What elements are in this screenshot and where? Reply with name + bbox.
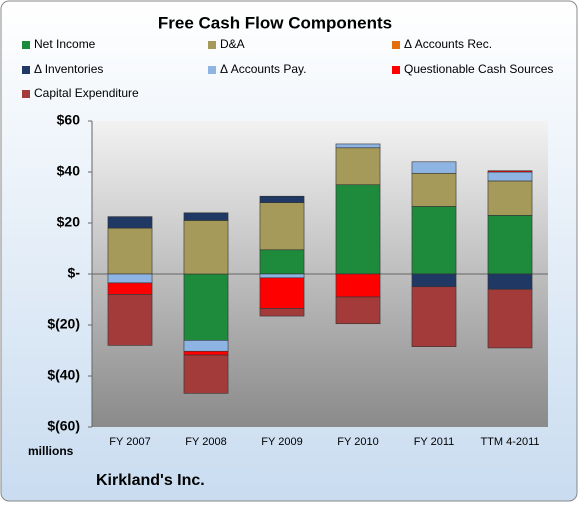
legend-swatch: [208, 41, 216, 49]
y-tick-label: $-: [68, 265, 81, 281]
bar-segment: [183, 220, 229, 275]
bar-segment: [259, 273, 305, 279]
bar-segment: [183, 350, 229, 356]
bar-segment: [107, 216, 153, 229]
bar-segment: [107, 273, 153, 284]
bar-segment: [259, 277, 305, 309]
bar-segment: [487, 180, 533, 216]
x-tick-label: FY 2007: [109, 436, 150, 448]
legend-swatch: [22, 90, 30, 98]
bar-segment: [335, 296, 381, 325]
x-tick-label: FY 2010: [337, 436, 378, 448]
chart-title: Free Cash Flow Components: [158, 13, 392, 32]
bar-segment: [107, 282, 153, 295]
x-tick-label: FY 2009: [261, 436, 302, 448]
y-tick-label: $60: [57, 112, 81, 128]
legend-swatch: [22, 41, 30, 49]
x-tick-label: TTM 4-2011: [480, 436, 539, 448]
legend-swatch: [392, 66, 400, 74]
bar-segment: [411, 206, 457, 275]
y-tick-label: $(60): [47, 418, 80, 434]
bar-segment: [487, 170, 533, 173]
bar-segment: [107, 294, 153, 346]
legend-label: Questionable Cash Sources: [404, 62, 553, 76]
legend-label: Δ Inventories: [34, 62, 103, 76]
bar-segment: [183, 212, 229, 221]
bar-segment: [335, 147, 381, 186]
bar-segment: [411, 286, 457, 347]
y-axis-label: millions: [28, 444, 74, 458]
bar-segment: [411, 273, 457, 288]
bar-segment: [487, 288, 533, 349]
bar-segment: [259, 195, 305, 203]
bar-segment: [411, 161, 457, 174]
bar-segment: [335, 143, 381, 149]
bar-segment: [107, 227, 153, 275]
footer: Kirkland's Inc.: [96, 472, 205, 489]
bar-segment: [335, 184, 381, 275]
x-tick-label: FY 2011: [414, 436, 455, 448]
x-tick-label: FY 2008: [185, 436, 226, 448]
bar-segment: [259, 202, 305, 251]
bar-segment: [487, 215, 533, 275]
bar-segment: [183, 339, 229, 352]
legend-swatch: [22, 66, 30, 74]
y-tick-label: $40: [57, 163, 81, 179]
bar-segment: [335, 273, 381, 298]
y-tick-label: $(40): [47, 367, 80, 383]
bar-segment: [259, 249, 305, 275]
bar-segment: [487, 273, 533, 290]
bar-segment: [183, 354, 229, 394]
y-tick-label: $(20): [47, 316, 80, 332]
bar-segment: [411, 172, 457, 207]
legend-swatch: [208, 66, 216, 74]
bar-segment: [487, 171, 533, 182]
legend-label: Δ Accounts Rec.: [404, 37, 492, 51]
bar-segment: [259, 308, 305, 317]
legend-label: Capital Expenditure: [34, 86, 139, 100]
y-tick-label: $20: [57, 214, 81, 230]
bar-segment: [183, 273, 229, 341]
legend-label: Net Income: [34, 37, 96, 51]
legend-swatch: [392, 41, 400, 49]
legend-label: Δ Accounts Pay.: [220, 62, 307, 76]
legend-label: D&A: [220, 37, 245, 51]
